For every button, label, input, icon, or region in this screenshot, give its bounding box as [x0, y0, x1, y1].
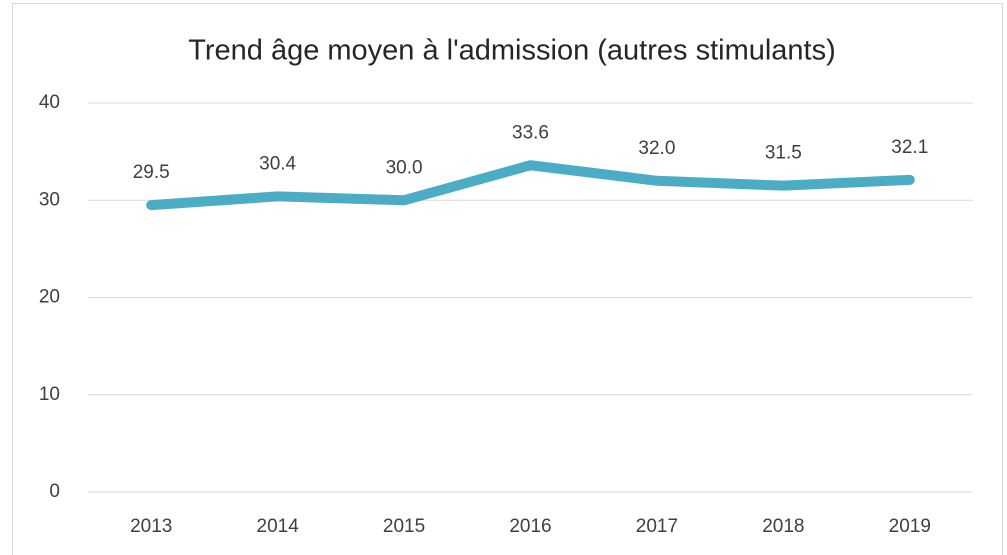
data-label: 29.5: [133, 162, 170, 183]
x-tick-label: 2017: [636, 516, 678, 537]
x-tick-label: 2016: [509, 516, 551, 537]
data-label: 33.6: [512, 122, 549, 143]
x-tick-label: 2013: [130, 516, 172, 537]
y-tick-label: 40: [39, 92, 60, 113]
y-tick-label: 30: [39, 189, 60, 210]
data-label: 31.5: [765, 143, 802, 164]
y-tick-label: 0: [49, 481, 60, 502]
data-line: [146, 160, 915, 211]
data-label: 32.0: [638, 138, 675, 159]
data-label: 30.4: [259, 153, 296, 174]
y-tick-label: 20: [39, 287, 60, 308]
data-label: 30.0: [386, 157, 423, 178]
chart-border: [12, 3, 1003, 555]
y-tick-label: 10: [39, 384, 60, 405]
data-label: 32.1: [891, 137, 928, 158]
x-tick-label: 2014: [257, 516, 300, 537]
x-tick-label: 2018: [762, 516, 804, 537]
x-tick-label: 2015: [383, 516, 425, 537]
chart-title: Trend âge moyen à l'admission (autres st…: [188, 35, 836, 67]
x-tick-label: 2019: [889, 516, 931, 537]
